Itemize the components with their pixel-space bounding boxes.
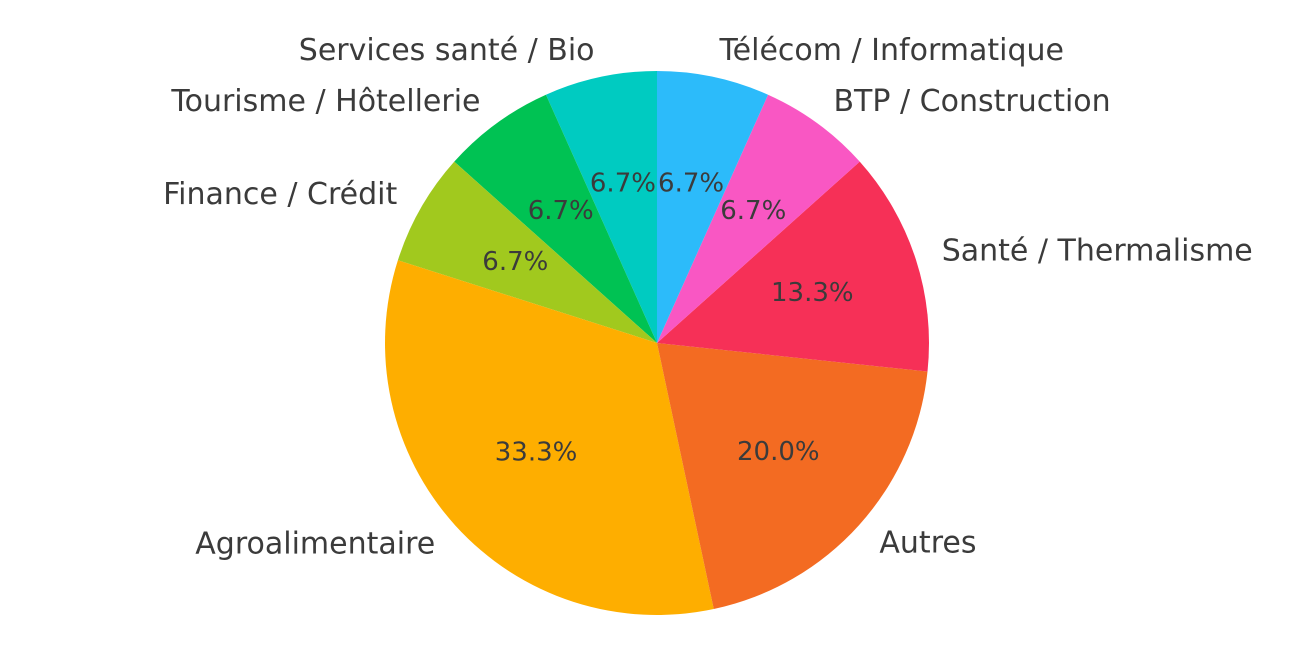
- pie-slices: [385, 71, 929, 616]
- category-label-finance-credit: Finance / Crédit: [163, 177, 397, 212]
- category-label-agroalimentaire: Agroalimentaire: [195, 526, 435, 561]
- category-label-sante-thermalisme: Santé / Thermalisme: [942, 234, 1253, 269]
- pct-label-autres: 20.0%: [737, 437, 820, 467]
- pct-label-agroalimentaire: 33.3%: [495, 438, 578, 468]
- pct-label-finance-credit: 6.7%: [482, 247, 548, 277]
- pie-slice-finance-credit: [397, 161, 657, 343]
- category-label-btp-construction: BTP / Construction: [833, 84, 1110, 119]
- pie-slice-tourisme-hotellerie: [454, 94, 657, 343]
- pie-slice-telecom-informatique: [657, 71, 769, 343]
- pie-slice-btp-construction: [657, 94, 860, 343]
- pct-label-telecom-informatique: 6.7%: [658, 168, 724, 198]
- pct-label-sante-thermalisme: 13.3%: [771, 278, 854, 308]
- pie-slice-autres: [657, 343, 928, 610]
- pie-slice-sante-thermalisme: [657, 161, 929, 372]
- category-label-autres: Autres: [879, 526, 976, 561]
- percentage-labels: 6.7%6.7%6.7%33.3% 20.0%13.3%6.7%6.7%: [482, 168, 853, 467]
- pie-slice-agroalimentaire: [385, 260, 714, 616]
- pct-label-btp-construction: 6.7%: [720, 196, 786, 226]
- pie-slice-services-sante-bio: [545, 71, 657, 343]
- category-label-tourisme-hotellerie: Tourisme / Hôtellerie: [170, 84, 480, 119]
- pct-label-services-sante-bio: 6.7%: [590, 168, 656, 198]
- category-labels: Services santé / Bio Tourisme / Hôtelleri…: [163, 33, 1253, 561]
- category-label-services-sante-bio: Services santé / Bio: [299, 33, 595, 68]
- pct-label-tourisme-hotellerie: 6.7%: [528, 196, 594, 226]
- category-label-telecom-informatique: Télécom / Informatique: [718, 33, 1064, 68]
